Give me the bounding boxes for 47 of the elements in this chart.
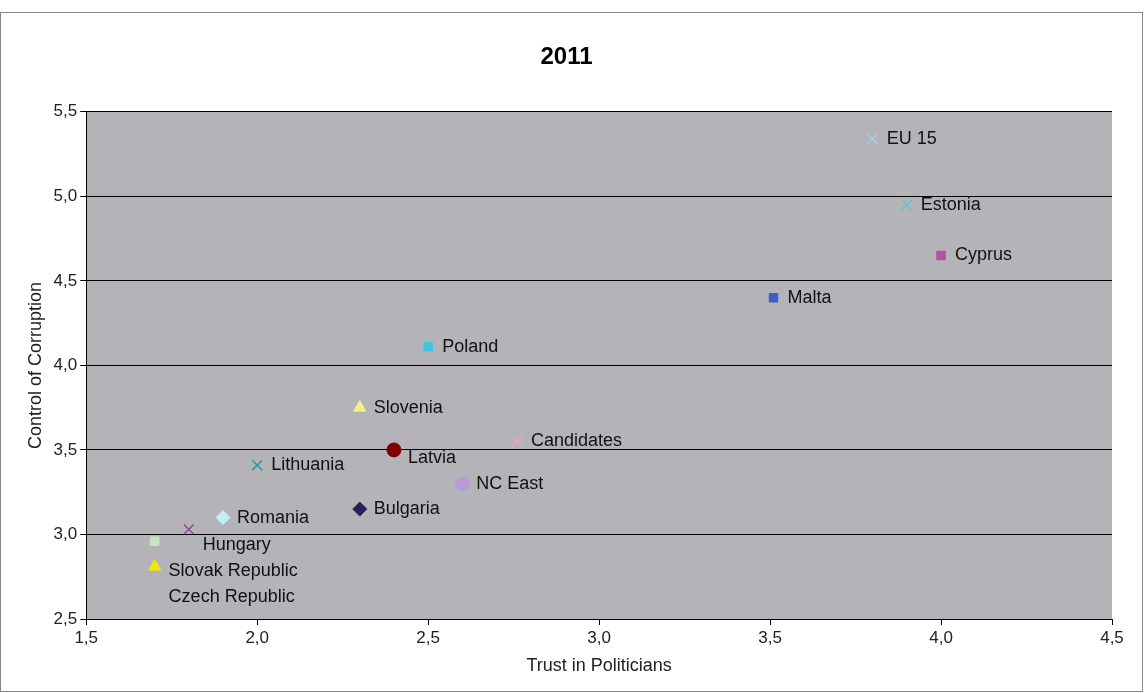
series-label: Latvia [407,446,457,467]
chart-title: 2011 [540,42,593,70]
series-label: Estonia [920,193,982,214]
series-label: Hungary [202,534,271,555]
point [352,501,368,517]
series-label: Bulgaria [373,498,441,519]
x-tick-label: 2,0 [245,627,270,647]
series-label: NC East [476,472,544,493]
x-axis-title: Trust in Politicians [526,655,672,676]
series-label: Cyprus [955,244,1013,265]
point [386,442,402,458]
point [183,523,195,536]
point [768,293,779,303]
x-tick-label: 4,0 [929,627,953,647]
series-label: EU 15 [886,127,937,148]
point [251,459,263,471]
series-label: Candidates [531,430,623,451]
y-tick-label: 4,5 [53,270,78,290]
y-tick-label: 2,5 [53,608,78,628]
x-tick-label: 2,5 [416,627,440,647]
point [423,342,433,352]
point [148,559,162,571]
y-tick-label: 5,5 [53,101,78,121]
series-label: Czech Republic [168,585,295,606]
y-tick-label: 3,0 [53,524,78,544]
series-label: Slovenia [373,396,444,417]
y-tick-label: 5,0 [53,186,78,206]
x-tick-label: 1,5 [74,627,99,647]
point [901,199,913,211]
y-tick-label: 4,0 [53,355,78,375]
series-label: Lithuania [271,454,346,475]
point [454,476,470,492]
series-label: Slovak Republic [168,560,298,581]
point [149,536,160,546]
series-label: Malta [787,286,833,307]
point [866,133,879,145]
point [511,435,523,448]
y-tick-label: 3,5 [53,439,78,459]
series-label: Poland [442,335,499,356]
point [936,250,946,261]
point [215,510,231,526]
point [353,400,367,412]
series-label: Romania [237,506,311,527]
x-tick-label: 3,0 [587,627,611,647]
x-tick-label: 3,5 [758,627,782,647]
x-tick-label: 4,5 [1100,627,1124,647]
y-axis-title: Control of Corruption [24,281,45,449]
